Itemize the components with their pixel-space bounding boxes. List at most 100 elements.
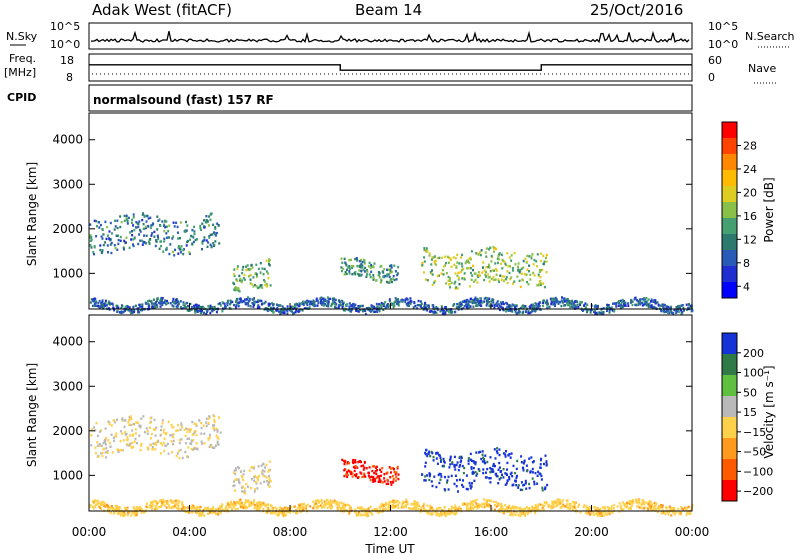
echo-cell: [532, 509, 535, 512]
colorbar-swatch: [722, 396, 737, 418]
echo-cell: [497, 504, 500, 507]
echo-cell: [494, 457, 497, 460]
echo-cell: [203, 514, 206, 517]
echo-cell: [279, 304, 282, 307]
echo-cell: [380, 503, 383, 506]
echo-cell: [470, 506, 473, 510]
echo-cell: [106, 225, 109, 229]
echo-cell: [541, 506, 544, 510]
echo-cell: [224, 305, 226, 308]
echo-cell: [326, 498, 328, 502]
echo-cell: [360, 460, 362, 464]
echo-cell: [236, 267, 239, 270]
echo-cell: [157, 237, 160, 241]
echo-cell: [424, 479, 427, 482]
echo-cell: [679, 511, 682, 515]
echo-cell: [360, 304, 363, 308]
echo-cell: [321, 501, 323, 505]
echo-cell: [233, 469, 236, 472]
echo-cell: [525, 487, 528, 490]
echo-cell: [150, 224, 153, 227]
echo-cell: [89, 244, 92, 247]
echo-cell: [455, 266, 458, 269]
echo-cell: [519, 307, 522, 310]
echo-cell: [114, 421, 117, 424]
echo-cell: [366, 273, 369, 276]
echo-cell: [312, 303, 315, 307]
echo-cell: [203, 432, 206, 435]
echo-cell: [459, 256, 462, 259]
echo-cell: [387, 268, 390, 271]
echo-cell: [239, 300, 242, 304]
echo-cell: [394, 501, 397, 504]
echo-cell: [130, 514, 133, 517]
echo-cell: [393, 301, 396, 304]
echo-cell: [190, 442, 193, 446]
echo-cell: [157, 235, 159, 239]
echo-cell: [137, 311, 140, 314]
echo-cell: [496, 447, 499, 450]
echo-cell: [538, 472, 541, 475]
echo-cell: [351, 475, 354, 478]
echo-cell: [583, 504, 586, 507]
date-title: 25/Oct/2016: [590, 1, 683, 19]
echo-cell: [99, 305, 102, 308]
echo-cell: [384, 306, 387, 309]
echo-cell: [657, 506, 660, 509]
echo-cell: [485, 255, 488, 258]
echo-cell: [389, 467, 392, 470]
echo-cell: [196, 510, 198, 514]
echo-cell: [388, 299, 391, 303]
echo-cell: [543, 462, 545, 466]
echo-cell: [501, 504, 504, 508]
echo-cell: [209, 436, 211, 439]
echo-cell: [415, 503, 417, 506]
echo-cell: [509, 265, 512, 268]
echo-cell: [105, 503, 108, 507]
echo-cell: [354, 271, 357, 274]
echo-cell: [483, 457, 485, 461]
echo-cell: [303, 307, 306, 310]
echo-cell: [117, 306, 120, 309]
echo-cell: [555, 299, 558, 302]
echo-cell: [641, 298, 644, 301]
echo-cell: [126, 222, 129, 225]
echo-cell: [200, 432, 203, 435]
echo-cell: [252, 302, 254, 305]
echo-cell: [536, 284, 539, 287]
echo-cell: [562, 301, 564, 304]
echo-cell: [189, 507, 192, 510]
echo-cell: [498, 508, 501, 511]
echo-cell: [505, 276, 508, 279]
echo-cell: [465, 506, 468, 509]
echo-cell: [505, 310, 508, 313]
echo-cell: [542, 262, 545, 266]
echo-cell: [586, 303, 589, 306]
echo-cell: [483, 503, 485, 506]
echo-cell: [140, 303, 143, 306]
echo-cell: [144, 302, 147, 305]
echo-cell: [367, 265, 370, 268]
echo-cell: [161, 303, 164, 307]
echo-cell: [153, 500, 156, 503]
echo-cell: [347, 503, 350, 507]
echo-cell: [149, 417, 152, 420]
echo-cell: [618, 300, 620, 303]
echo-cell: [515, 305, 518, 308]
echo-cell: [160, 300, 163, 303]
echo-cell: [351, 273, 354, 276]
echo-cell: [466, 267, 469, 270]
echo-cell: [201, 442, 204, 445]
echo-cell: [267, 474, 270, 478]
echo-cell: [269, 284, 272, 287]
echo-cell: [130, 311, 133, 315]
echo-cell: [179, 306, 182, 309]
echo-cell: [469, 487, 472, 490]
echo-cell: [475, 252, 478, 255]
echo-cell: [489, 471, 492, 474]
echo-cell: [163, 301, 166, 304]
echo-cell: [633, 298, 636, 301]
echo-cell: [233, 484, 236, 487]
echo-cell: [125, 214, 128, 217]
echo-cell: [97, 455, 100, 458]
